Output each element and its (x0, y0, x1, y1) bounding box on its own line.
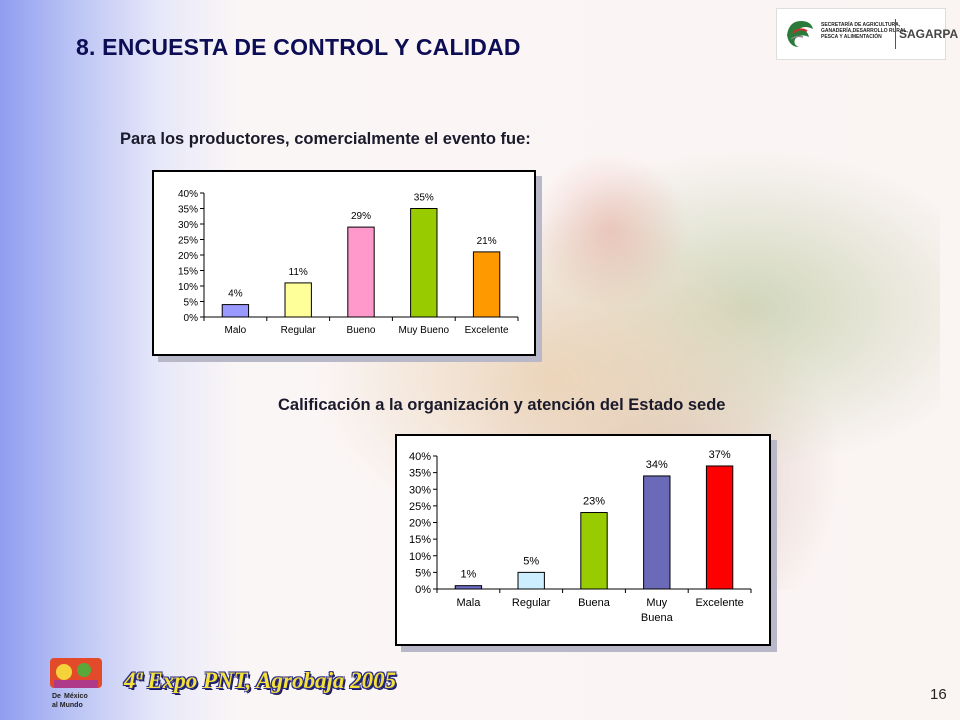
x-tick-label-4: Muy Bueno (399, 325, 450, 336)
x-tick-label-2: Regular (512, 597, 551, 609)
chart-2-svg: 0% 5% 10% 15% 20% 25% 30% 35% 40% 1% Mala 5% Regular… (397, 436, 769, 644)
x-tick-label-2: Regular (281, 325, 317, 336)
svg-text:al Mundo: al Mundo (52, 702, 83, 709)
y-tick-label: 35% (178, 205, 198, 216)
data-label-1: 4% (228, 289, 243, 300)
x-tick-label-3: Bueno (347, 325, 376, 336)
footer-event-name: 4ª Expo PNT, Agrobaja 2005 (124, 668, 396, 694)
x-tick-label-1: Mala (456, 597, 481, 609)
data-label-1: 1% (460, 569, 476, 581)
y-tick-label: 40% (178, 189, 198, 200)
bar-5 (706, 466, 732, 589)
bar-4 (644, 476, 670, 589)
data-label-2: 11% (289, 267, 308, 278)
data-label-2: 5% (523, 555, 539, 567)
y-tick-label: 10% (409, 551, 431, 563)
bar-1 (222, 305, 248, 317)
x-tick-label-3: Buena (578, 597, 611, 609)
bar-3 (581, 513, 607, 589)
y-tick-label: 10% (178, 282, 198, 293)
y-tick-label: 25% (178, 236, 198, 247)
y-tick-label: 30% (409, 484, 431, 496)
y-tick-label: 35% (409, 468, 431, 480)
bar-3 (348, 227, 374, 317)
background-watermark (520, 150, 700, 310)
logo-brand: SAGARPA (899, 27, 958, 41)
y-tick-label: 30% (178, 220, 198, 231)
bar-4 (411, 209, 437, 318)
bar-5 (473, 252, 499, 317)
slide-title: 8. ENCUESTA DE CONTROL Y CALIDAD (76, 34, 521, 61)
data-label-5: 21% (477, 236, 497, 247)
bar-2 (518, 572, 544, 589)
chart-2-title: Calificación a la organización y atenció… (278, 396, 725, 415)
page-number: 16 (930, 686, 947, 703)
y-tick-label: 5% (184, 298, 199, 309)
y-tick-label: 0% (415, 584, 431, 596)
eagle-emblem-icon (783, 15, 817, 51)
y-tick-label: 5% (415, 567, 431, 579)
x-tick-label-5: Excelente (465, 325, 509, 336)
data-label-4: 34% (646, 459, 668, 471)
y-tick-label: 20% (178, 251, 198, 262)
data-label-3: 23% (583, 496, 605, 508)
y-tick-label: 20% (409, 518, 431, 530)
logo-divider (895, 19, 896, 49)
x-tick-label-5: Excelente (695, 597, 743, 609)
svg-text:De: De (52, 693, 61, 700)
bar-1 (455, 586, 481, 589)
bar-2 (285, 283, 311, 317)
data-label-5: 37% (709, 449, 731, 461)
chart-1-title: Para los productores, comercialmente el … (120, 130, 531, 149)
data-label-3: 29% (351, 211, 371, 222)
svg-text:México: México (64, 693, 88, 700)
data-label-4: 35% (414, 193, 434, 204)
x-tick-label-1: Malo (225, 325, 247, 336)
sagarpa-logo: SECRETARÍA DE AGRICULTURA, GANADERÍA,DES… (776, 8, 946, 60)
chart-2-box: 0% 5% 10% 15% 20% 25% 30% 35% 40% 1% Mala 5% Regular… (395, 434, 771, 646)
chart-1-svg: 0% 5% 10% 15% 20% 25% 30% 35% 40% 4% Malo 11% Regula… (154, 172, 534, 354)
y-tick-label: 40% (409, 451, 431, 463)
y-tick-label: 0% (184, 313, 199, 324)
x-tick-label-4: Muy (646, 597, 667, 609)
expo-logo-icon: De México al Mundo (48, 654, 108, 710)
chart-1-box: 0% 5% 10% 15% 20% 25% 30% 35% 40% 4% Malo 11% Regula… (152, 170, 536, 356)
y-tick-label: 15% (409, 534, 431, 546)
x-tick-label-4: Buena (641, 612, 674, 624)
y-tick-label: 15% (178, 267, 198, 278)
y-tick-label: 25% (409, 501, 431, 513)
